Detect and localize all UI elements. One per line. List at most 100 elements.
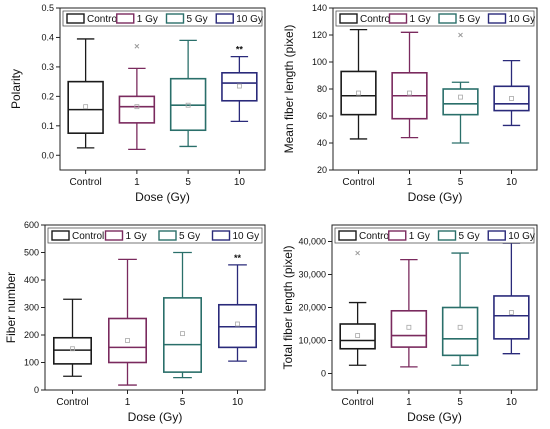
chart-panel-fiber-number: 0 100 200 300 400 500 600 Control 1 5 10 Dose (Gy) F…: [4, 220, 266, 424]
box-iqr: [221, 72, 258, 102]
x-axis-title: Dose (Gy): [135, 190, 190, 204]
outlier-stroke-b: [134, 43, 140, 49]
x-tick-label: Control: [342, 177, 374, 188]
y-tick-label: 0.4: [41, 32, 54, 42]
mean-marker: [406, 324, 412, 330]
y-tick-label: 0.3: [41, 62, 54, 72]
box-iqr: [493, 85, 530, 112]
x-tick-label: 1: [407, 177, 413, 188]
x-tick-label: 1: [406, 397, 412, 408]
box-iqr: [108, 317, 148, 364]
legend-label: 5 Gy: [179, 231, 200, 242]
x-tick-label: 1: [134, 177, 140, 188]
legend-swatch-5: [165, 13, 185, 24]
y-tick-label: 10,000: [298, 336, 326, 346]
legend-swatch-10: [211, 230, 231, 241]
legend-label: Control: [87, 14, 119, 25]
y-tick-label: 200: [24, 330, 39, 340]
x-tick-label: 5: [458, 177, 464, 188]
outlier-stroke-b: [355, 250, 360, 256]
y-tick-label: 0.5: [41, 3, 54, 13]
legend-label: 1 Gy: [126, 231, 147, 242]
legend: Control 1 Gy 5 Gy 10 Gy: [334, 227, 535, 244]
legend-swatch-1: [388, 13, 408, 24]
mean-marker: [508, 310, 514, 315]
y-tick-label: 0: [34, 385, 39, 395]
legend-frame: [334, 227, 535, 244]
x-tick-label: 10: [232, 397, 244, 408]
mean-marker: [236, 83, 242, 89]
box-10: [218, 264, 258, 362]
legend-label: Control: [72, 231, 104, 242]
x-tick-label: Control: [342, 397, 374, 408]
x-tick-label: 1: [125, 397, 131, 408]
legend-frame: [47, 227, 263, 244]
legend-swatch-1: [388, 230, 407, 241]
y-axis-title: Polarity: [9, 69, 23, 109]
box-1: [118, 43, 156, 151]
y-tick-label: 400: [24, 275, 39, 285]
chart-panel-polarity: 0.0 0.1 0.2 0.3 0.4 0.5 Control 1 5 10 Dose (Gy) Po…: [9, 3, 266, 204]
legend-swatch-5: [437, 230, 457, 241]
y-tick-label: 500: [24, 248, 39, 258]
significance-marker: **: [234, 253, 242, 263]
legend-swatch-10: [487, 230, 506, 241]
legend-swatch-Control: [51, 230, 70, 241]
chart-panel-total-fiber-length: 0 10,000 20,000 30,000 40,000 Control 1 5 10 Dose…: [281, 224, 538, 424]
significance-marker: **: [236, 45, 244, 55]
legend: Control 1 Gy 5 Gy 10 Gy: [62, 10, 263, 27]
outlier-stroke-b: [458, 32, 463, 38]
y-axis-title: Total fiber length (pixel): [281, 245, 295, 369]
legend-swatch-5: [158, 230, 177, 241]
y-tick-label: 600: [24, 220, 39, 230]
box-iqr: [493, 295, 530, 340]
x-tick-label: 5: [180, 397, 186, 408]
box-1: [108, 258, 148, 386]
box-Control: [52, 298, 93, 377]
box-1: [391, 31, 428, 139]
legend-swatch-1: [116, 13, 135, 24]
box-iqr: [163, 297, 203, 373]
legend-label: 1 Gy: [410, 14, 431, 25]
mean-marker: [509, 96, 514, 101]
mean-marker: [83, 104, 89, 110]
x-axis-title: Dose (Gy): [408, 190, 463, 204]
box-Control: [339, 250, 376, 366]
x-tick-label: 10: [234, 177, 246, 188]
legend: Control 1 Gy 5 Gy 10 Gy: [335, 10, 535, 27]
legend-swatch-5: [438, 13, 457, 24]
y-tick-label: 20: [317, 165, 327, 175]
box-10: [221, 55, 258, 123]
outlier-marker: [134, 43, 140, 49]
y-tick-label: 40,000: [298, 237, 326, 247]
box-5: [442, 32, 479, 144]
y-tick-label: 30,000: [298, 270, 326, 280]
mean-marker: [185, 102, 191, 108]
legend-label: 10 Gy: [508, 231, 535, 242]
mean-marker: [134, 104, 140, 110]
mean-marker: [180, 331, 185, 337]
x-tick-label: 10: [506, 397, 518, 408]
y-tick-label: 80: [317, 84, 327, 94]
x-tick-label: 5: [457, 397, 463, 408]
x-tick-label: 10: [506, 177, 518, 188]
y-axis-title: Fiber number: [4, 272, 18, 343]
plot-frame: [59, 7, 266, 171]
legend-label: Control: [359, 231, 391, 242]
y-axis-title: Mean fiber length (pixel): [282, 25, 296, 154]
legend-label: 1 Gy: [409, 231, 430, 242]
y-tick-label: 20,000: [298, 303, 326, 313]
legend-label: 10 Gy: [236, 14, 263, 25]
legend-label: 5 Gy: [459, 14, 480, 25]
legend-label: 10 Gy: [233, 231, 260, 242]
chart-panel-mean-fiber-length: 20 40 60 80 100 120 140 Control 1 5 10 Dose (Gy) Mea…: [282, 3, 538, 204]
box-iqr: [340, 70, 377, 116]
box-10: [493, 60, 530, 127]
legend-label: Control: [360, 14, 392, 25]
box-iqr: [441, 306, 479, 357]
y-tick-label: 140: [312, 3, 327, 13]
x-tick-label: Control: [70, 177, 102, 188]
box-iqr: [118, 95, 156, 124]
mean-marker: [125, 338, 130, 343]
x-tick-label: 5: [185, 177, 191, 188]
